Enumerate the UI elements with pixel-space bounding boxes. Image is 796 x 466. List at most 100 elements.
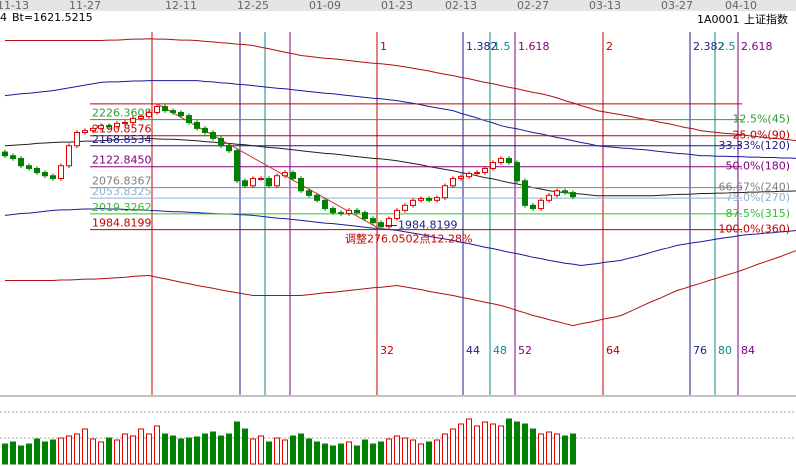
volume-bar xyxy=(362,439,368,465)
volume-bar xyxy=(274,437,280,465)
candle-body xyxy=(490,162,496,169)
candle-body xyxy=(18,157,24,167)
candle-body xyxy=(202,127,208,133)
cycle-bottom-label: 44 xyxy=(466,344,480,357)
candle-body xyxy=(474,172,480,175)
volume-bar xyxy=(58,437,64,465)
volume-bar xyxy=(562,435,568,465)
volume-bar xyxy=(290,435,296,465)
volume-bar xyxy=(82,428,88,465)
volume-bar xyxy=(530,428,536,465)
candle-body xyxy=(386,218,392,228)
candle-body xyxy=(82,130,88,133)
candle-body xyxy=(210,131,216,139)
cycle-bottom-label: 48 xyxy=(493,344,507,357)
candle-body xyxy=(178,111,184,117)
volume-bar xyxy=(482,421,488,465)
candle-body xyxy=(466,172,472,178)
band-line xyxy=(4,207,796,267)
candle-body xyxy=(218,137,224,147)
volume-bar xyxy=(498,425,504,465)
cycle-top-label: 2.618 xyxy=(741,40,773,53)
cycle-top-label: 1.5 xyxy=(493,40,511,53)
x-tick-label: 12-25 xyxy=(237,0,269,12)
volume-bar xyxy=(370,443,376,465)
level-percent-label: 87.5%(315) xyxy=(725,207,790,220)
cycle-bottom-label: 52 xyxy=(518,344,532,357)
volume-bar xyxy=(490,423,496,465)
cycle-top-label: 2 xyxy=(606,40,613,53)
candle-body xyxy=(98,125,104,129)
level-percent-label: 66.67%(240) xyxy=(718,181,790,194)
x-tick-label: 02-27 xyxy=(517,0,549,12)
candle-body xyxy=(410,199,416,206)
x-tick-label: 12-11 xyxy=(165,0,197,12)
candle-body xyxy=(162,106,168,112)
candle-body xyxy=(482,167,488,174)
volume-bar xyxy=(506,418,512,465)
low-label: 1984.8199 xyxy=(398,219,458,232)
level-price-label: 2226.3608 xyxy=(92,107,152,120)
volume-bar xyxy=(242,428,248,465)
candle-body xyxy=(122,121,128,124)
volume-bar xyxy=(194,436,200,465)
candle-body xyxy=(282,172,288,177)
volume-bar xyxy=(66,435,72,465)
candle-body xyxy=(458,176,464,179)
candle-body xyxy=(170,110,176,113)
cycle-top-label: 2.382 xyxy=(693,40,725,53)
volume-bar xyxy=(178,438,184,465)
volume-bar xyxy=(226,433,232,465)
volume-bar xyxy=(154,425,160,465)
volume-bar xyxy=(34,438,40,465)
volume-bar xyxy=(234,421,240,465)
adjustment-label: 调整276.0502点12.28% xyxy=(345,232,472,246)
index-label: 4 xyxy=(0,11,7,24)
volume-bar xyxy=(74,433,80,465)
x-tick-label: 11-27 xyxy=(69,0,101,12)
candle-body xyxy=(226,145,232,152)
candle-body xyxy=(554,190,560,196)
stock-name: 上证指数 xyxy=(744,12,788,26)
candle-body xyxy=(66,145,72,167)
level-price-label: 2019.3262 xyxy=(92,201,152,214)
candle-body xyxy=(194,121,200,129)
volume-bar xyxy=(418,443,424,465)
candle-body xyxy=(514,162,520,182)
volume-bar xyxy=(458,423,464,465)
volume-bar xyxy=(42,441,48,465)
volume-bar xyxy=(306,438,312,465)
candle-body xyxy=(378,222,384,228)
band-line xyxy=(4,137,796,197)
volume-bar xyxy=(442,433,448,465)
level-percent-label: 25.0%(90) xyxy=(732,129,790,142)
volume-bar xyxy=(554,433,560,465)
volume-bar xyxy=(202,433,208,465)
candle-body xyxy=(570,192,576,198)
volume-bar xyxy=(2,443,8,465)
volume-bar xyxy=(114,439,120,465)
candle-body xyxy=(274,175,280,187)
bt-label: Bt=1621.5215 xyxy=(12,11,93,24)
cycle-top-label: 1.618 xyxy=(518,40,550,53)
candle-body xyxy=(402,204,408,211)
candle-body xyxy=(34,167,40,174)
volume-bar xyxy=(146,433,152,465)
level-price-label: 2122.8450 xyxy=(92,154,152,167)
candle-body xyxy=(434,197,440,201)
volume-bar xyxy=(378,441,384,465)
volume-bar xyxy=(434,439,440,465)
volume-bar xyxy=(266,441,272,465)
volume-bar xyxy=(386,438,392,465)
candle-body xyxy=(2,151,8,157)
volume-bar xyxy=(138,428,144,465)
volume-bar xyxy=(474,425,480,465)
volume-bar xyxy=(394,435,400,465)
candle-body xyxy=(42,172,48,177)
cycle-bottom-label: 80 xyxy=(718,344,732,357)
volume-bar xyxy=(258,435,264,465)
candle-body xyxy=(154,106,160,113)
candle-body xyxy=(138,116,144,119)
x-tick-label: 01-23 xyxy=(381,0,413,12)
